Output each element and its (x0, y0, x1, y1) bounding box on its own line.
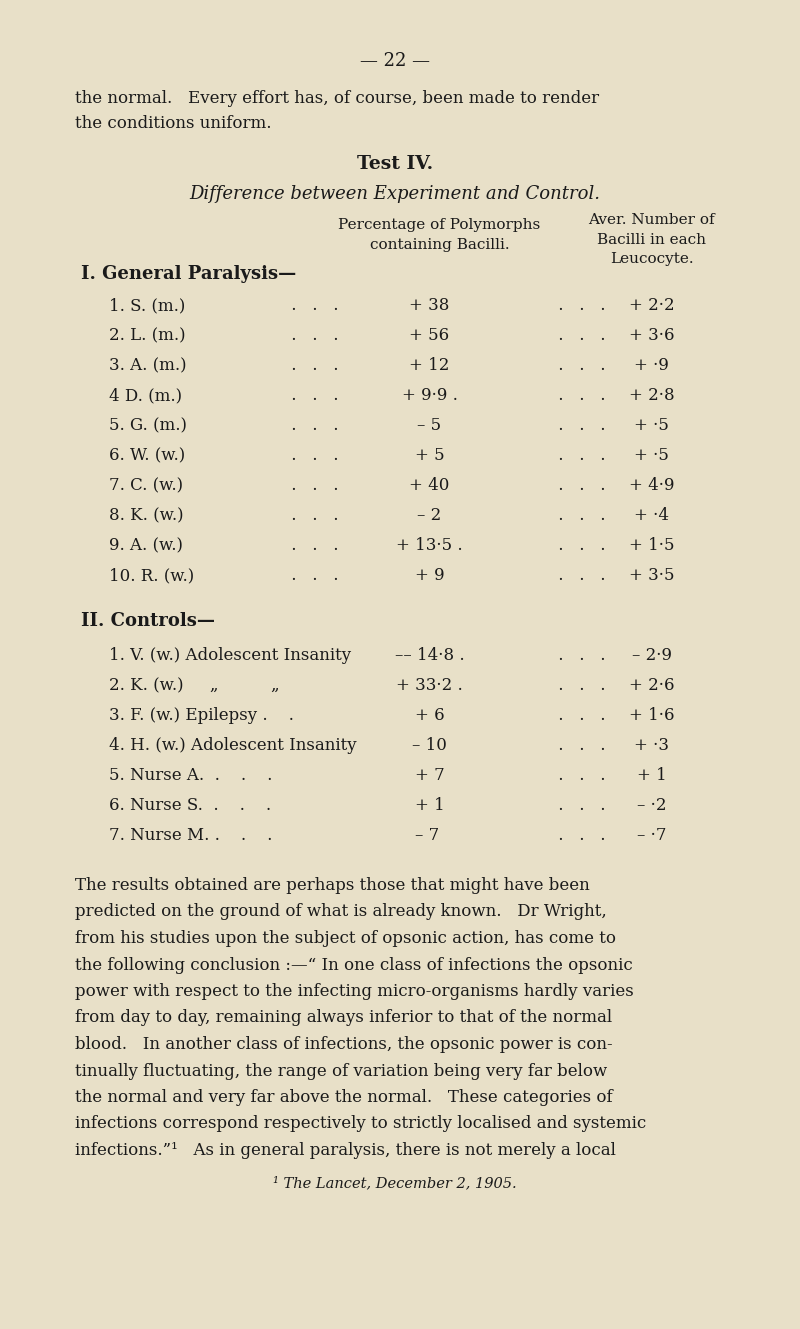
Text: + ·5: + ·5 (634, 417, 669, 435)
Text: + 2·8: + 2·8 (629, 387, 674, 404)
Text: + 9·9 .: + 9·9 . (402, 387, 458, 404)
Text: Difference between Experiment and Control.: Difference between Experiment and Contro… (190, 185, 601, 203)
Text: + 1·5: + 1·5 (629, 537, 674, 554)
Text: Percentage of Polymorphs
containing Bacilli.: Percentage of Polymorphs containing Baci… (338, 218, 541, 251)
Text: – ·7: – ·7 (637, 827, 666, 844)
Text: + 6: + 6 (414, 707, 444, 724)
Text: + ·4: + ·4 (634, 506, 669, 524)
Text: + 2·2: + 2·2 (629, 296, 674, 314)
Text: Aver. Number of
Bacilli in each
Leucocyte.: Aver. Number of Bacilli in each Leucocyt… (588, 213, 715, 266)
Text: + 13·5 .: + 13·5 . (396, 537, 462, 554)
Text: .   .   .: . . . (286, 506, 344, 524)
Text: + 5: + 5 (414, 447, 444, 464)
Text: 5. Nurse A.  .    .    .: 5. Nurse A. . . . (109, 767, 272, 784)
Text: .   .   .: . . . (553, 296, 606, 314)
Text: infections correspond respectively to strictly localised and systemic: infections correspond respectively to st… (75, 1115, 646, 1132)
Text: from his studies upon the subject of opsonic action, has come to: from his studies upon the subject of ops… (75, 930, 616, 948)
Text: .   .   .: . . . (553, 387, 606, 404)
Text: 3. F. (w.) Epilepsy .    .: 3. F. (w.) Epilepsy . . (109, 707, 294, 724)
Text: .   .   .: . . . (553, 567, 606, 583)
Text: – 7: – 7 (414, 827, 444, 844)
Text: .   .   .: . . . (286, 358, 344, 373)
Text: .   .   .: . . . (553, 827, 606, 844)
Text: the normal and very far above the normal.   These categories of: the normal and very far above the normal… (75, 1088, 613, 1106)
Text: + 38: + 38 (410, 296, 450, 314)
Text: .   .   .: . . . (286, 327, 344, 344)
Text: 6. Nurse S.  .    .    .: 6. Nurse S. . . . (109, 797, 270, 813)
Text: – 2: – 2 (418, 506, 442, 524)
Text: + 12: + 12 (410, 358, 450, 373)
Text: – 5: – 5 (418, 417, 442, 435)
Text: I. General Paralysis—: I. General Paralysis— (81, 264, 296, 283)
Text: + 56: + 56 (410, 327, 450, 344)
Text: 1. S. (m.): 1. S. (m.) (109, 296, 185, 314)
Text: .   .   .: . . . (286, 537, 344, 554)
Text: .   .   .: . . . (286, 447, 344, 464)
Text: 7. Nurse M. .    .    .: 7. Nurse M. . . . (109, 827, 272, 844)
Text: 6. W. (w.): 6. W. (w.) (109, 447, 185, 464)
Text: power with respect to the infecting micro-organisms hardly varies: power with respect to the infecting micr… (75, 983, 634, 999)
Text: + 1: + 1 (414, 797, 444, 813)
Text: 4. H. (w.) Adolescent Insanity: 4. H. (w.) Adolescent Insanity (109, 738, 356, 754)
Text: .   .   .: . . . (553, 506, 606, 524)
Text: + ·9: + ·9 (634, 358, 669, 373)
Text: + 7: + 7 (414, 767, 444, 784)
Text: + ·3: + ·3 (634, 738, 669, 754)
Text: .   .   .: . . . (553, 358, 606, 373)
Text: .   .   .: . . . (553, 537, 606, 554)
Text: 8. K. (w.): 8. K. (w.) (109, 506, 183, 524)
Text: .   .   .: . . . (553, 447, 606, 464)
Text: – 10: – 10 (412, 738, 447, 754)
Text: .   .   .: . . . (553, 647, 606, 664)
Text: 2. K. (w.)     „          „: 2. K. (w.) „ „ (109, 676, 279, 694)
Text: + 1·6: + 1·6 (629, 707, 674, 724)
Text: .   .   .: . . . (553, 477, 606, 494)
Text: blood.   In another class of infections, the opsonic power is con-: blood. In another class of infections, t… (75, 1037, 613, 1053)
Text: .   .   .: . . . (553, 707, 606, 724)
Text: + 4·9: + 4·9 (629, 477, 674, 494)
Text: — 22 —: — 22 — (360, 52, 430, 70)
Text: II. Controls—: II. Controls— (81, 611, 215, 630)
Text: + 9: + 9 (414, 567, 444, 583)
Text: – ·2: – ·2 (637, 797, 666, 813)
Text: tinually fluctuating, the range of variation being very far below: tinually fluctuating, the range of varia… (75, 1062, 607, 1079)
Text: 9. A. (w.): 9. A. (w.) (109, 537, 182, 554)
Text: 1. V. (w.) Adolescent Insanity: 1. V. (w.) Adolescent Insanity (109, 647, 350, 664)
Text: 2. L. (m.): 2. L. (m.) (109, 327, 186, 344)
Text: .   .   .: . . . (286, 417, 344, 435)
Text: .   .   .: . . . (553, 676, 606, 694)
Text: –– 14·8 .: –– 14·8 . (394, 647, 464, 664)
Text: + ·5: + ·5 (634, 447, 669, 464)
Text: the following conclusion :—“ In one class of infections the opsonic: the following conclusion :—“ In one clas… (75, 957, 633, 974)
Text: 10. R. (w.): 10. R. (w.) (109, 567, 194, 583)
Text: .   .   .: . . . (553, 797, 606, 813)
Text: predicted on the ground of what is already known.   Dr Wright,: predicted on the ground of what is alrea… (75, 904, 606, 921)
Text: 7. C. (w.): 7. C. (w.) (109, 477, 182, 494)
Text: + 33·2 .: + 33·2 . (396, 676, 463, 694)
Text: Test IV.: Test IV. (357, 155, 433, 173)
Text: .   .   .: . . . (553, 738, 606, 754)
Text: + 1: + 1 (637, 767, 666, 784)
Text: .   .   .: . . . (286, 387, 344, 404)
Text: ¹ The Lancet, December 2, 1905.: ¹ The Lancet, December 2, 1905. (273, 1176, 517, 1191)
Text: .   .   .: . . . (286, 567, 344, 583)
Text: + 2·6: + 2·6 (629, 676, 674, 694)
Text: 3. A. (m.): 3. A. (m.) (109, 358, 186, 373)
Text: + 40: + 40 (410, 477, 450, 494)
Text: from day to day, remaining always inferior to that of the normal: from day to day, remaining always inferi… (75, 1010, 612, 1026)
Text: 5. G. (m.): 5. G. (m.) (109, 417, 186, 435)
Text: .   .   .: . . . (553, 327, 606, 344)
Text: + 3·5: + 3·5 (629, 567, 674, 583)
Text: the normal.   Every effort has, of course, been made to render
the conditions un: the normal. Every effort has, of course,… (75, 90, 599, 132)
Text: .   .   .: . . . (553, 767, 606, 784)
Text: infections.”¹   As in general paralysis, there is not merely a local: infections.”¹ As in general paralysis, t… (75, 1142, 616, 1159)
Text: 4 D. (m.): 4 D. (m.) (109, 387, 182, 404)
Text: The results obtained are perhaps those that might have been: The results obtained are perhaps those t… (75, 877, 590, 894)
Text: .   .   .: . . . (286, 477, 344, 494)
Text: .   .   .: . . . (553, 417, 606, 435)
Text: + 3·6: + 3·6 (629, 327, 674, 344)
Text: – 2·9: – 2·9 (632, 647, 672, 664)
Text: .   .   .: . . . (286, 296, 344, 314)
